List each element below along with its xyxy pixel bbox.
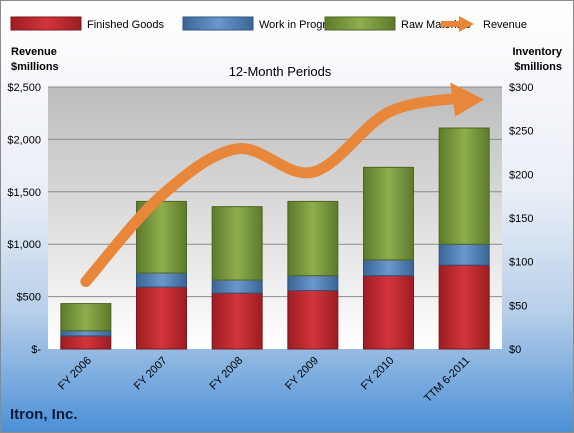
right-tick-label: $300 <box>509 82 533 94</box>
left-axis-title-line2: $millions <box>11 61 59 73</box>
legend: Finished Goods Work in Progress Raw Materi… <box>10 16 527 32</box>
bar-finished-goods <box>287 289 339 350</box>
right-axis-ticks: $0 $50 $100 $150 $200 $250 $300 <box>509 82 533 356</box>
legend-label-revenue: Revenue <box>483 19 527 31</box>
right-tick-label: $150 <box>509 213 533 225</box>
revenue-line-group <box>80 82 485 288</box>
bar-raw-materials <box>211 206 263 281</box>
bar-finished-goods <box>438 264 490 350</box>
bar-finished-goods <box>211 292 263 350</box>
left-axis-title-line1: Revenue <box>11 46 57 58</box>
bar-finished-goods <box>363 275 414 350</box>
left-tick-label: $1,000 <box>7 239 41 251</box>
chart-title: 12-Month Periods <box>229 64 332 79</box>
grid-lines <box>48 86 502 298</box>
bar-raw-materials <box>438 127 490 245</box>
bar-work-in-progress <box>136 272 187 288</box>
bars <box>60 127 490 350</box>
legend-arrow-icon <box>459 16 474 32</box>
left-tick-label: $2,500 <box>7 82 41 94</box>
bar-finished-goods <box>136 286 187 350</box>
legend-swatch-raw-materials <box>324 16 396 31</box>
company-name: Itron, Inc. <box>10 406 78 423</box>
bar-finished-goods <box>60 335 112 350</box>
bar-work-in-progress <box>363 259 414 277</box>
legend-swatch-work-in-progress <box>182 16 254 31</box>
revenue-point <box>160 194 163 197</box>
revenue-point <box>236 147 239 150</box>
plot-area <box>48 87 502 349</box>
left-tick-label: $- <box>31 344 41 356</box>
bar-raw-materials <box>287 200 339 277</box>
left-tick-label: $500 <box>17 292 41 304</box>
right-axis-title-line2: $millions <box>514 61 562 73</box>
right-tick-label: $0 <box>509 344 521 356</box>
revenue-arrowhead <box>450 82 485 117</box>
bar-work-in-progress <box>287 275 339 291</box>
right-tick-label: $250 <box>509 126 533 138</box>
right-axis-title-line1: Inventory <box>512 46 562 58</box>
legend-label-finished-goods: Finished Goods <box>87 19 165 31</box>
revenue-point <box>387 111 390 114</box>
left-tick-label: $1,500 <box>7 187 41 199</box>
right-tick-label: $50 <box>509 300 527 312</box>
legend-label-work-in-progress: Work in Progress <box>259 19 344 31</box>
left-axis-ticks: $- $500 $1,000 $1,500 $2,000 $2,500 <box>7 82 41 356</box>
left-tick-label: $2,000 <box>7 134 41 146</box>
right-tick-label: $100 <box>509 257 533 269</box>
bar-work-in-progress <box>438 243 490 266</box>
legend-swatch-finished-goods <box>10 16 82 31</box>
bar-raw-materials <box>363 166 414 261</box>
revenue-point <box>311 171 314 174</box>
bar-work-in-progress <box>60 330 112 337</box>
bar-work-in-progress <box>211 279 263 294</box>
revenue-point <box>463 96 466 99</box>
revenue-point <box>84 280 87 283</box>
bar-raw-materials <box>60 303 112 332</box>
right-tick-label: $200 <box>509 169 533 181</box>
